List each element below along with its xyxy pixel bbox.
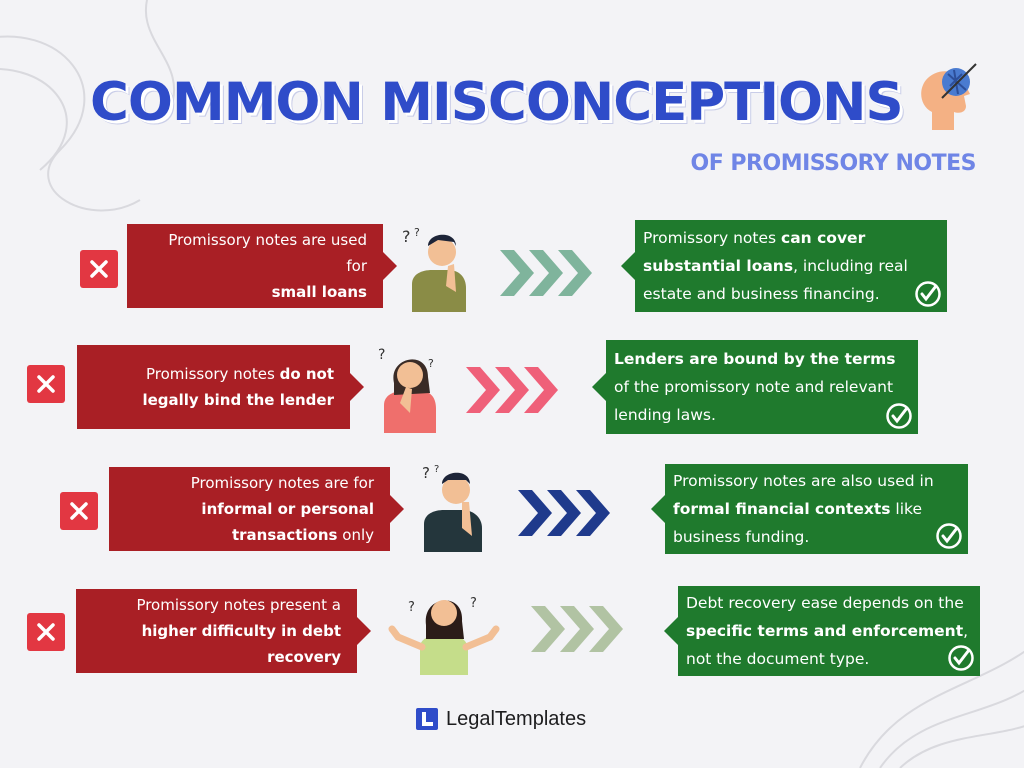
myth-text: Promissory notes are for informal or per… [190, 474, 374, 544]
svg-text:?: ? [402, 227, 411, 246]
triple-chevron-icon [531, 606, 623, 652]
legaltemplates-logo-icon [416, 708, 438, 730]
shrugging-woman-icon: ? ? [388, 596, 500, 675]
footer-brand: LegalTemplates [416, 707, 586, 731]
myth-text: Promissory notes present a higher diffic… [136, 596, 341, 666]
check-circle-icon [915, 281, 941, 307]
svg-text:?: ? [414, 226, 420, 239]
fact-box-3: Promissory notes are also used in formal… [651, 464, 968, 554]
x-icon [27, 613, 65, 651]
svg-text:?: ? [422, 464, 430, 482]
svg-text:?: ? [428, 357, 434, 370]
brain-head-icon [921, 63, 977, 130]
check-circle-icon [886, 403, 912, 429]
fact-text: Promissory notes are also used in formal… [673, 472, 934, 546]
triple-chevron-icon [518, 490, 610, 536]
fact-box-4: Debt recovery ease depends on the specif… [664, 586, 980, 676]
myth-box-4: Promissory notes present a higher diffic… [76, 589, 371, 673]
svg-text:?: ? [470, 596, 477, 611]
triple-chevron-icon [466, 367, 558, 413]
myth-box-2: Promissory notes do not legally bind the… [77, 345, 364, 429]
brand-name: LegalTemplates [446, 707, 587, 730]
fact-text: Debt recovery ease depends on the specif… [686, 594, 969, 668]
myth-text: Promissory notes are used for small loans [168, 231, 367, 301]
fact-box-1: Promissory notes can cover substantial l… [621, 220, 947, 312]
x-icon [80, 250, 118, 288]
fact-box-2: Lenders are bound by the terms of the pr… [592, 340, 918, 434]
myth-text: Promissory notes do not legally bind the… [142, 365, 334, 409]
myth-box-1: Promissory notes are used for small loans [127, 224, 397, 308]
x-icon [27, 365, 65, 403]
svg-text:?: ? [434, 464, 439, 475]
x-icon [60, 492, 98, 530]
fact-text: Lenders are bound by the terms of the pr… [614, 350, 896, 424]
triple-chevron-icon [500, 250, 592, 296]
confused-woman-icon: ? ? [378, 347, 436, 433]
fact-text: Promissory notes can cover substantial l… [643, 229, 908, 303]
confused-man-icon: ? ? [402, 226, 466, 312]
myth-box-3: Promissory notes are for informal or per… [109, 467, 404, 551]
check-circle-icon [936, 523, 962, 549]
svg-text:?: ? [378, 347, 385, 363]
confused-man-icon: ? ? [422, 464, 482, 552]
page-subtitle: OF PROMISSORY NOTES [690, 151, 977, 176]
page-title: COMMON MISCONCEPTIONS [90, 72, 904, 133]
check-circle-icon [948, 645, 974, 671]
svg-text:?: ? [408, 600, 415, 615]
